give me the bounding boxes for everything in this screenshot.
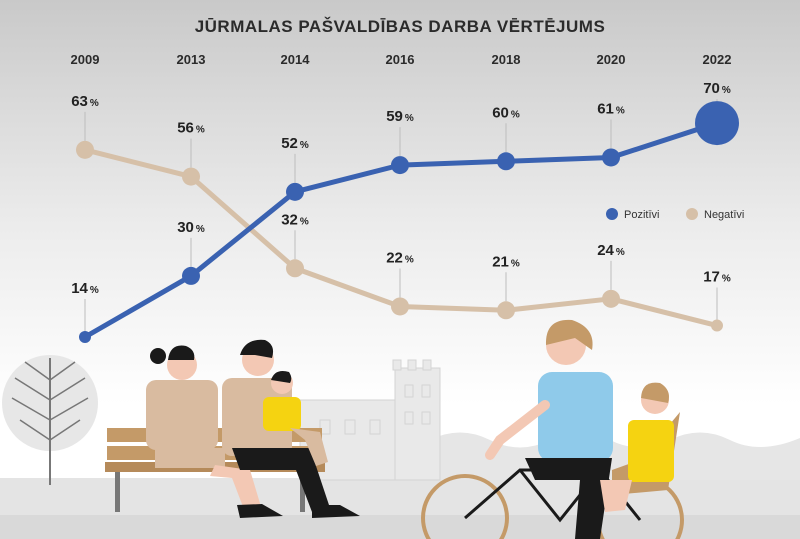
data-label: 22% — [386, 249, 414, 266]
data-label: 60% — [492, 104, 520, 121]
data-label: 17% — [703, 269, 731, 286]
data-label: 14% — [71, 280, 99, 297]
x-tick-label: 2022 — [703, 52, 732, 67]
man-figure — [222, 339, 360, 518]
data-label: 21% — [492, 253, 520, 270]
tree-icon — [2, 355, 98, 485]
data-label: 63% — [71, 93, 99, 110]
data-point — [391, 156, 409, 175]
data-point — [182, 266, 200, 285]
legend-swatch — [606, 208, 618, 220]
data-point — [711, 319, 723, 332]
legend-entry: Negatīvi — [704, 209, 744, 221]
x-tick-label: 2013 — [177, 52, 206, 67]
data-point — [182, 167, 200, 186]
x-tick-label: 2018 — [492, 52, 521, 67]
data-point — [602, 148, 620, 167]
data-point — [602, 289, 620, 308]
data-point — [497, 152, 515, 171]
x-tick-label: 2014 — [281, 52, 311, 67]
x-tick-label: 2009 — [71, 52, 100, 67]
data-label: 56% — [177, 120, 205, 137]
x-tick-label: 2016 — [386, 52, 415, 67]
legend: Pozitīvi Negatīvi — [606, 208, 744, 221]
cyclist-figure — [421, 319, 684, 539]
data-point — [497, 301, 515, 320]
data-point — [76, 140, 94, 159]
data-point — [286, 182, 304, 201]
data-label: 52% — [281, 135, 309, 152]
data-label: 59% — [386, 108, 414, 125]
legend-entry: Pozitīvi — [624, 209, 659, 221]
data-label: 70% — [703, 80, 731, 97]
data-point — [391, 297, 409, 316]
data-label: 24% — [597, 242, 625, 259]
x-tick-label: 2020 — [597, 52, 626, 67]
data-label: 32% — [281, 211, 309, 228]
chart-title: JŪRMALAS PAŠVALDĪBAS DARBA VĒRTĒJUMS — [195, 17, 606, 36]
data-point — [79, 331, 91, 344]
legend-swatch — [686, 208, 698, 220]
data-label: 30% — [177, 219, 205, 236]
data-label: 61% — [597, 100, 625, 117]
woman-figure — [146, 345, 283, 518]
data-point — [286, 259, 304, 278]
castle-icon — [299, 359, 441, 481]
data-point — [695, 101, 739, 146]
